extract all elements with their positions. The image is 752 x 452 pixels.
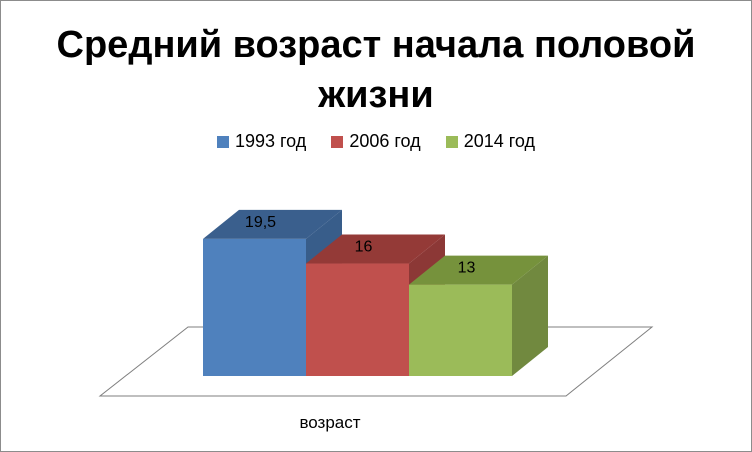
bar-top-1993 <box>203 209 342 239</box>
bars-group: 19,5 16 13 <box>203 209 548 376</box>
legend: 1993 год 2006 год 2014 год <box>0 130 752 152</box>
bar-side-2014 <box>512 255 548 376</box>
data-label-2006: 16 <box>355 239 373 256</box>
legend-swatch-2006 <box>331 135 344 148</box>
bar-1993 <box>203 238 306 376</box>
legend-label-2014: 2014 год <box>463 130 536 151</box>
legend-label-1993: 1993 год <box>234 130 307 151</box>
legend-label-2006: 2006 год <box>349 130 421 151</box>
data-label-2014: 13 <box>458 260 476 277</box>
bar-top-2014 <box>409 255 548 285</box>
bar-top-2006 <box>306 234 445 264</box>
legend-item-2014: 2014 год <box>445 130 536 152</box>
bar-2014 <box>409 284 512 376</box>
chart-title: Средний возраст начала половой жизни <box>0 20 752 120</box>
legend-swatch-1993 <box>216 135 229 148</box>
chart-title-text: Средний возраст начала половой жизни <box>56 24 696 116</box>
legend-item-2006: 2006 год <box>331 130 421 152</box>
legend-swatch-2014 <box>445 135 458 148</box>
x-category-label: возраст <box>299 413 360 432</box>
data-label-1993: 19,5 <box>245 214 276 231</box>
legend-item-1993: 1993 год <box>216 130 307 152</box>
bar-2006 <box>306 263 409 376</box>
